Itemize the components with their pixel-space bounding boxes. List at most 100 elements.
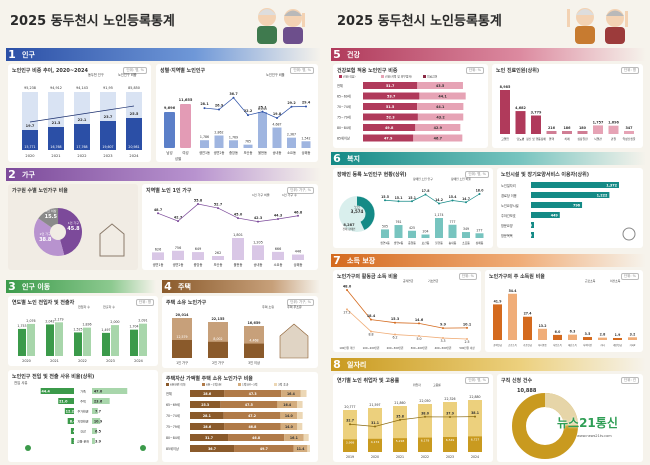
gender-value: 11,655 <box>179 98 193 102</box>
region-label: 생연1동 <box>199 150 210 155</box>
worker-sub: 4,174 <box>371 440 380 444</box>
welfare-bar <box>408 230 416 238</box>
income-label: 재산소득 <box>568 343 578 347</box>
bar-elderly <box>74 124 90 150</box>
welfare-bar <box>394 225 403 238</box>
reason-label: 교통·문화 <box>77 439 89 444</box>
rate-label: 31.1 <box>371 421 379 425</box>
facility-label: 경로당 이용 <box>501 193 517 198</box>
seg-value: 47.3 <box>249 392 257 396</box>
region-bar <box>214 135 224 148</box>
seg <box>281 390 301 397</box>
worker-sub-bar <box>468 436 482 452</box>
count-bar <box>152 252 164 260</box>
gender-bar <box>180 104 191 148</box>
region-bar <box>243 144 253 148</box>
housing-value: 20,014 <box>175 313 189 317</box>
disease-bar <box>608 125 619 134</box>
welfare-value: 777 <box>449 220 455 224</box>
in-bar <box>46 324 54 356</box>
elderly-couple-illustration <box>567 8 628 44</box>
unit-label: 단위: 명 <box>621 67 639 74</box>
income-label: 기타2 <box>630 343 636 347</box>
slice-value: 38.8 <box>39 237 52 243</box>
disease-bar <box>593 125 603 134</box>
seg-b <box>413 134 463 142</box>
chart-title: 연기별 노인 취업자 및 고용률 <box>337 378 400 384</box>
line-1 <box>346 289 468 329</box>
legend: 전출자 수 <box>103 304 115 309</box>
legend: 6천만원 이하 <box>170 383 186 387</box>
chart-title: 노인가구의 활동금 소득 비율 <box>337 274 398 280</box>
income-bar <box>508 293 517 340</box>
legend: 주택 소유 <box>262 304 274 309</box>
seg-a <box>363 124 416 131</box>
year-label: 2020 <box>25 154 35 158</box>
in-bar <box>18 328 26 356</box>
legend: 건보(지역 및 피부양자) <box>385 75 412 79</box>
disease-value: 1,696 <box>608 121 619 125</box>
seg <box>190 423 225 430</box>
ratio-point <box>290 105 293 108</box>
disease-value: 8,985 <box>500 85 511 89</box>
news21-url: www.news21tv.com <box>577 434 612 438</box>
donut-total-label: 전체 장애인 <box>343 227 356 231</box>
income-value: 6.3 <box>570 330 576 334</box>
chart-title: 주택 소유 노인가구 <box>166 300 207 306</box>
in-reason-bar <box>58 398 74 404</box>
total-label: 94,143 <box>76 86 88 90</box>
ratio-label: 17.8 <box>422 189 431 193</box>
out-reason-bar <box>92 428 97 434</box>
walker-icon <box>140 445 146 451</box>
welfare-bar <box>435 218 443 238</box>
not-owned-bar <box>244 343 264 358</box>
disease-label: 심장질환 <box>577 137 588 141</box>
row-label: 80~84세 <box>337 125 351 130</box>
legend: 건보(직장) <box>343 75 355 79</box>
seg-value: 14.0 <box>285 414 294 418</box>
unit-label: 단위: % <box>458 273 477 280</box>
legend: 1억5천~3억 <box>242 383 258 387</box>
ratio-point <box>232 96 235 99</box>
cat-label: 100~200만원 <box>363 346 380 350</box>
in-label: 1,497 <box>101 328 110 332</box>
section-label: 건강 <box>347 50 360 59</box>
housing-value: 22,155 <box>211 317 225 321</box>
housing-value: 16,659 <box>247 321 261 325</box>
bar-elderly <box>126 118 142 150</box>
in-value: 44.4 <box>42 390 51 394</box>
region-bar <box>301 141 311 148</box>
region-value: 765 <box>245 140 251 144</box>
region-label: 중앙동 <box>229 150 238 155</box>
year-label: 2021 <box>50 359 59 363</box>
ratio-label: 22.1 <box>78 118 87 122</box>
reason-label: 건강 <box>80 429 86 434</box>
ratio-label: 52.7 <box>214 203 223 207</box>
region-label: 생연2동 <box>394 241 404 245</box>
out-bar <box>111 325 119 356</box>
section-5-header: 5 건강 <box>331 48 646 61</box>
facility-bar <box>531 232 534 238</box>
section-7-header: 7 소득 보장 <box>331 254 646 267</box>
section-number: 7 <box>333 254 341 267</box>
income-value: 6.0 <box>555 330 561 334</box>
elderly-label: 16,768 <box>50 145 61 149</box>
legend: 주택 무소유 <box>287 304 302 309</box>
out-value: 47.0 <box>94 390 103 394</box>
unit-label: 단위: 건 <box>621 377 639 384</box>
out-label: 2,179 <box>54 317 63 321</box>
welfare-value: 1,174 <box>434 213 443 217</box>
chart-title: 연도별 노인 전입자 및 전출자 <box>12 300 75 306</box>
ratio-label: 25.5 <box>130 112 139 116</box>
chart-title: 장애인 등록 노인인구 현황(상위) <box>337 172 407 178</box>
point-1 <box>418 322 420 325</box>
year-label: 2023 <box>446 455 454 459</box>
elderly-couple-illustration <box>257 8 305 44</box>
region-label: 중앙동 <box>194 262 203 267</box>
seg-a-value: 51.7 <box>386 84 395 88</box>
out-bar <box>27 323 35 356</box>
ratio-point <box>157 212 159 215</box>
